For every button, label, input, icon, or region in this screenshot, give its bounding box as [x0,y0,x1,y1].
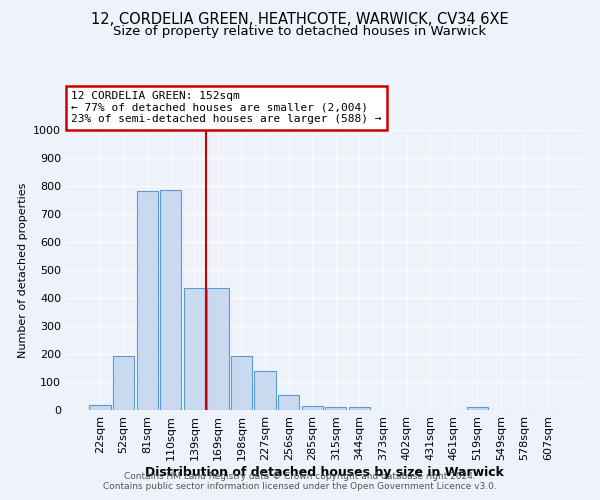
Bar [137,191,158,410]
Bar [349,406,370,410]
Bar [89,405,110,410]
Text: Size of property relative to detached houses in Warwick: Size of property relative to detached ho… [113,25,487,38]
Bar [231,356,252,410]
Text: Contains HM Land Registry data © Crown copyright and database right 2024.: Contains HM Land Registry data © Crown c… [124,472,476,481]
Bar [325,406,346,410]
Bar [113,356,134,410]
Text: Contains public sector information licensed under the Open Government Licence v3: Contains public sector information licen… [103,482,497,491]
Bar [278,396,299,410]
Y-axis label: Number of detached properties: Number of detached properties [17,182,28,358]
Bar [184,288,205,410]
Bar [302,406,323,410]
Text: 12 CORDELIA GREEN: 152sqm
← 77% of detached houses are smaller (2,004)
23% of se: 12 CORDELIA GREEN: 152sqm ← 77% of detac… [71,91,382,124]
X-axis label: Distribution of detached houses by size in Warwick: Distribution of detached houses by size … [145,466,503,478]
Bar [208,288,229,410]
Bar [467,406,488,410]
Bar [160,190,181,410]
Bar [254,371,275,410]
Text: 12, CORDELIA GREEN, HEATHCOTE, WARWICK, CV34 6XE: 12, CORDELIA GREEN, HEATHCOTE, WARWICK, … [91,12,509,28]
